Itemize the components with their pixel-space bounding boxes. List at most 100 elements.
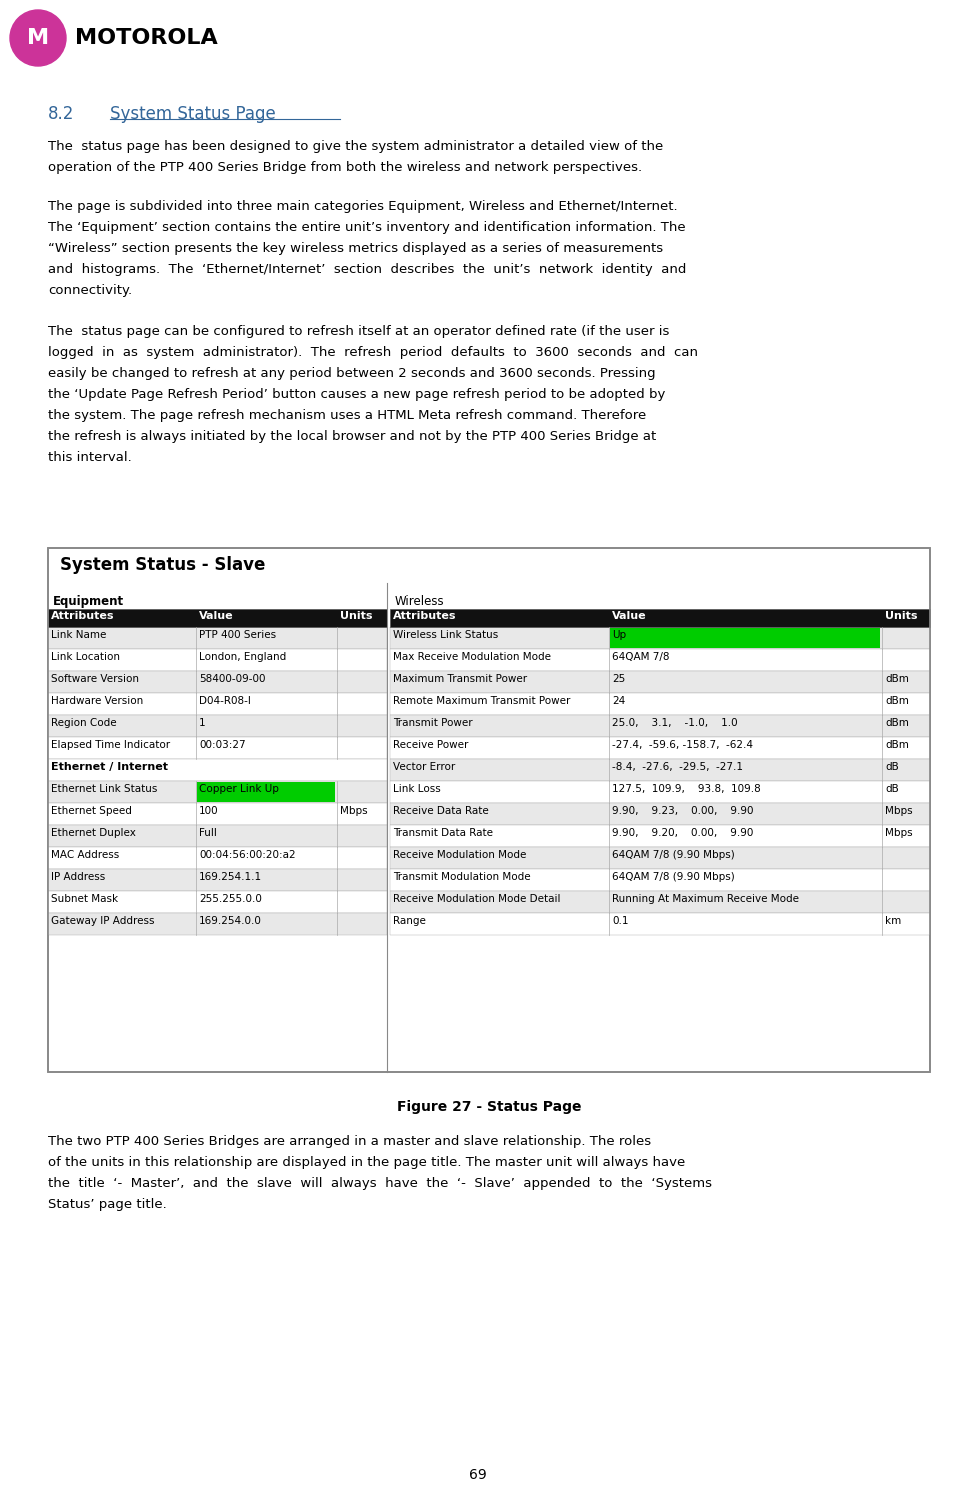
- Text: Link Location: Link Location: [51, 651, 120, 662]
- Circle shape: [10, 10, 66, 66]
- Text: 58400-09-00: 58400-09-00: [199, 674, 266, 684]
- Text: Copper Link Up: Copper Link Up: [199, 784, 279, 793]
- Text: Value: Value: [612, 611, 646, 622]
- Text: dB: dB: [885, 784, 899, 793]
- Bar: [390, 913, 930, 935]
- Text: Receive Power: Receive Power: [393, 740, 468, 750]
- Text: Equipment: Equipment: [53, 595, 124, 608]
- Text: PTP 400 Series: PTP 400 Series: [199, 630, 276, 639]
- Text: 169.254.0.0: 169.254.0.0: [199, 916, 262, 926]
- Bar: [48, 802, 387, 825]
- Text: Figure 27 - Status Page: Figure 27 - Status Page: [397, 1100, 581, 1115]
- Text: Elapsed Time Indicator: Elapsed Time Indicator: [51, 740, 170, 750]
- Text: 100: 100: [199, 805, 219, 816]
- Text: 64QAM 7/8 (9.90 Mbps): 64QAM 7/8 (9.90 Mbps): [612, 872, 735, 881]
- Text: Attributes: Attributes: [51, 611, 115, 622]
- Text: The  status page has been designed to give the system administrator a detailed v: The status page has been designed to giv…: [48, 140, 663, 173]
- Bar: [48, 548, 930, 1073]
- Text: Receive Modulation Mode: Receive Modulation Mode: [393, 850, 527, 861]
- Text: The page is subdivided into three main categories Equipment, Wireless and Ethern: The page is subdivided into three main c…: [48, 200, 686, 297]
- Bar: [390, 759, 930, 781]
- Text: 00:03:27: 00:03:27: [199, 740, 246, 750]
- Text: IP Address: IP Address: [51, 872, 105, 881]
- Text: -8.4,  -27.6,  -29.5,  -27.1: -8.4, -27.6, -29.5, -27.1: [612, 762, 743, 772]
- Text: The two PTP 400 Series Bridges are arranged in a master and slave relationship. : The two PTP 400 Series Bridges are arran…: [48, 1135, 712, 1212]
- Text: Full: Full: [199, 828, 217, 838]
- Text: Value: Value: [199, 611, 233, 622]
- Bar: [48, 825, 387, 847]
- Text: Region Code: Region Code: [51, 719, 117, 728]
- Text: 0.1: 0.1: [612, 916, 628, 926]
- Text: 64QAM 7/8: 64QAM 7/8: [612, 651, 669, 662]
- Text: 9.90,    9.20,    0.00,    9.90: 9.90, 9.20, 0.00, 9.90: [612, 828, 753, 838]
- Bar: [48, 693, 387, 716]
- Text: Mbps: Mbps: [340, 805, 368, 816]
- Text: 169.254.1.1: 169.254.1.1: [199, 872, 262, 881]
- Text: Vector Error: Vector Error: [393, 762, 455, 772]
- Text: M: M: [27, 28, 49, 48]
- Text: Ethernet / Internet: Ethernet / Internet: [51, 762, 168, 772]
- Bar: [48, 716, 387, 737]
- Text: The  status page can be configured to refresh itself at an operator defined rate: The status page can be configured to ref…: [48, 326, 698, 465]
- Text: Transmit Modulation Mode: Transmit Modulation Mode: [393, 872, 531, 881]
- Bar: [197, 781, 335, 802]
- Bar: [48, 781, 387, 802]
- Text: 69: 69: [469, 1469, 487, 1482]
- Text: Maximum Transmit Power: Maximum Transmit Power: [393, 674, 527, 684]
- Bar: [48, 671, 387, 693]
- Text: dB: dB: [885, 762, 899, 772]
- Bar: [48, 627, 387, 648]
- Bar: [48, 913, 387, 935]
- Text: 1: 1: [199, 719, 206, 728]
- Text: Mbps: Mbps: [885, 805, 913, 816]
- Text: 25: 25: [612, 674, 625, 684]
- Text: Receive Data Rate: Receive Data Rate: [393, 805, 489, 816]
- Text: 9.90,    9.23,    0.00,    9.90: 9.90, 9.23, 0.00, 9.90: [612, 805, 753, 816]
- Text: Ethernet Link Status: Ethernet Link Status: [51, 784, 158, 793]
- Text: D04-R08-I: D04-R08-I: [199, 696, 250, 707]
- Bar: [390, 890, 930, 913]
- Text: 00:04:56:00:20:a2: 00:04:56:00:20:a2: [199, 850, 295, 861]
- Bar: [48, 737, 387, 759]
- Text: London, England: London, England: [199, 651, 286, 662]
- Bar: [48, 648, 387, 671]
- Text: dBm: dBm: [885, 674, 909, 684]
- Text: 24: 24: [612, 696, 625, 707]
- Bar: [390, 737, 930, 759]
- Text: Subnet Mask: Subnet Mask: [51, 893, 119, 904]
- Text: Range: Range: [393, 916, 425, 926]
- Text: dBm: dBm: [885, 719, 909, 728]
- Text: Link Loss: Link Loss: [393, 784, 441, 793]
- Text: System Status Page: System Status Page: [110, 105, 275, 123]
- Text: Transmit Power: Transmit Power: [393, 719, 472, 728]
- Bar: [390, 610, 930, 627]
- Text: Wireless: Wireless: [395, 595, 445, 608]
- Text: MOTOROLA: MOTOROLA: [75, 28, 218, 48]
- Bar: [390, 671, 930, 693]
- Text: km: km: [885, 916, 902, 926]
- Bar: [390, 627, 930, 648]
- Bar: [390, 802, 930, 825]
- Bar: [390, 648, 930, 671]
- Bar: [48, 870, 387, 890]
- Text: 64QAM 7/8 (9.90 Mbps): 64QAM 7/8 (9.90 Mbps): [612, 850, 735, 861]
- Text: Max Receive Modulation Mode: Max Receive Modulation Mode: [393, 651, 551, 662]
- Bar: [48, 548, 930, 1073]
- Bar: [390, 693, 930, 716]
- Text: MAC Address: MAC Address: [51, 850, 120, 861]
- Text: System Status - Slave: System Status - Slave: [60, 556, 266, 574]
- Bar: [610, 627, 880, 648]
- Text: Attributes: Attributes: [393, 611, 457, 622]
- Text: -27.4,  -59.6, -158.7,  -62.4: -27.4, -59.6, -158.7, -62.4: [612, 740, 753, 750]
- Text: 8.2: 8.2: [48, 105, 75, 123]
- Text: 255.255.0.0: 255.255.0.0: [199, 893, 262, 904]
- Bar: [390, 781, 930, 802]
- Bar: [48, 890, 387, 913]
- Text: Ethernet Duplex: Ethernet Duplex: [51, 828, 136, 838]
- Text: Software Version: Software Version: [51, 674, 139, 684]
- Text: Receive Modulation Mode Detail: Receive Modulation Mode Detail: [393, 893, 560, 904]
- Bar: [48, 759, 387, 781]
- Text: dBm: dBm: [885, 740, 909, 750]
- Bar: [390, 716, 930, 737]
- Text: Units: Units: [885, 611, 918, 622]
